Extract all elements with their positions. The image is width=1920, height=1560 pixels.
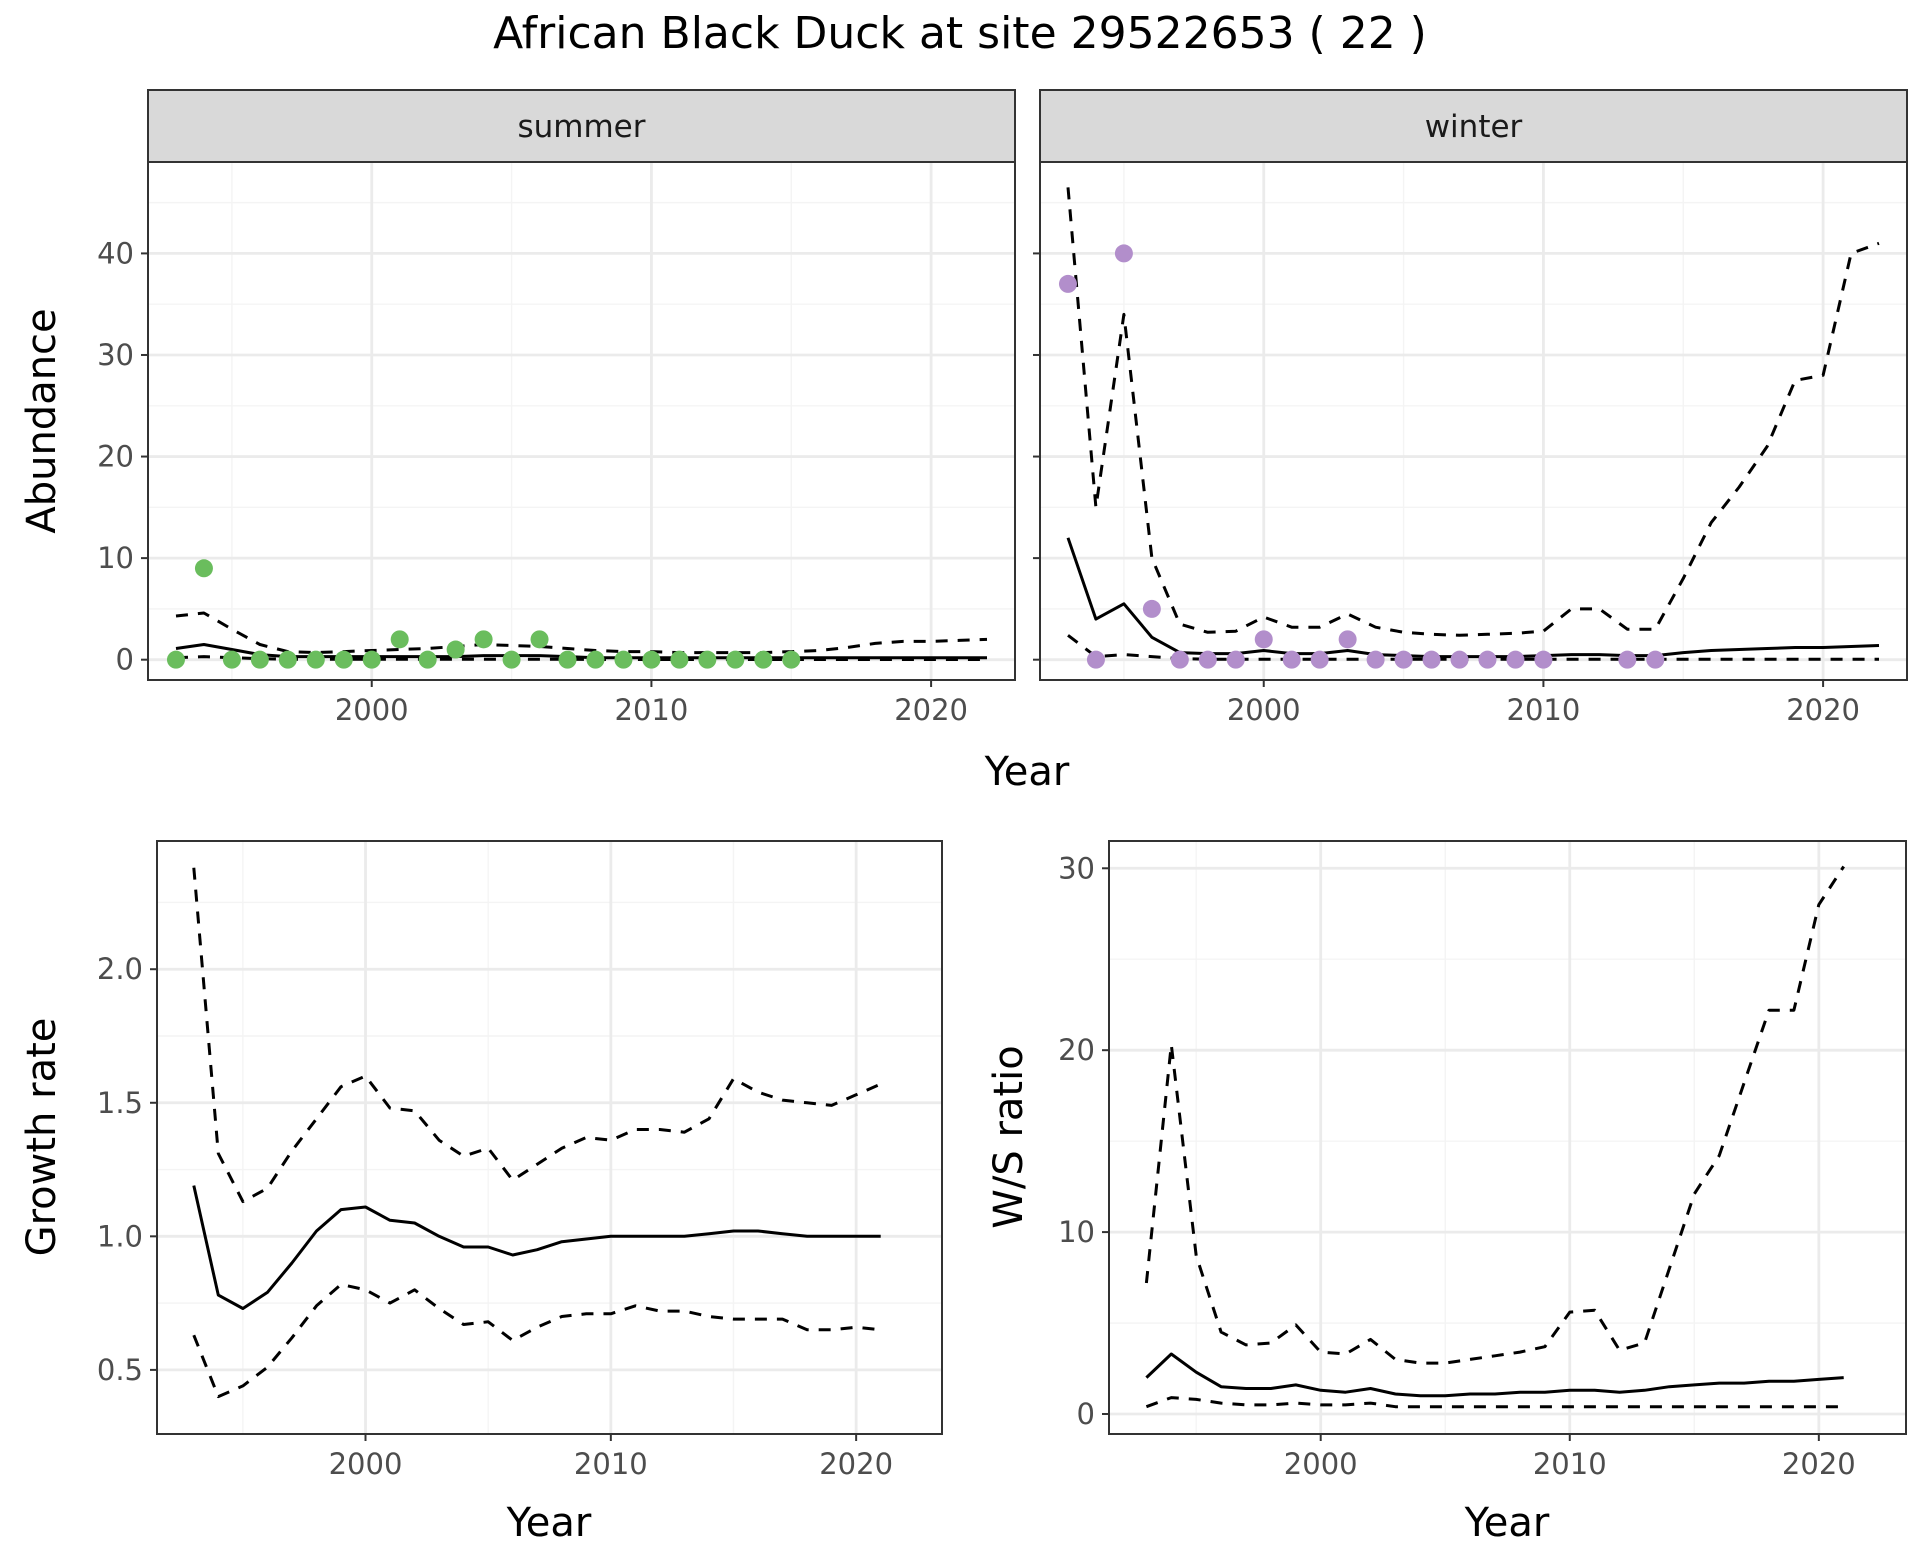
data-point — [1282, 650, 1301, 669]
data-point — [306, 650, 325, 669]
facet-strip-label: summer — [517, 109, 645, 145]
x-tick-label: 2000 — [329, 1447, 403, 1481]
data-point — [1254, 630, 1273, 649]
data-point — [1422, 650, 1441, 669]
data-point — [642, 650, 661, 669]
x-tick-label: 2000 — [1284, 1447, 1358, 1481]
facet-strip — [1039, 89, 1908, 163]
data-point — [1450, 650, 1469, 669]
data-point — [726, 650, 745, 669]
data-point — [1170, 650, 1189, 669]
data-point — [558, 650, 577, 669]
x-axis-title: Year — [506, 1500, 592, 1546]
x-tick-label: 2010 — [615, 693, 689, 727]
data-point — [1394, 650, 1413, 669]
data-point — [754, 650, 773, 669]
data-point — [474, 630, 493, 649]
x-axis-title: Year — [1464, 1500, 1550, 1546]
series-line-estimate — [192, 1185, 881, 1310]
series-line-ci-2 — [1145, 1396, 1844, 1409]
x-tick-label: 2000 — [335, 693, 409, 727]
y-tick-label: 1.0 — [97, 1219, 143, 1253]
data-point — [530, 630, 549, 649]
panel-border — [1108, 840, 1907, 1435]
x-tick-label: 2010 — [574, 1447, 648, 1481]
y-tick-label: 10 — [97, 541, 134, 575]
data-point — [1142, 599, 1161, 618]
data-point — [418, 650, 437, 669]
data-point — [1114, 244, 1133, 263]
series-line-ci-1 — [1144, 865, 1845, 1365]
x-tick-label: 2010 — [1533, 1447, 1607, 1481]
y-tick-label: 30 — [1058, 851, 1095, 885]
data-point — [1198, 650, 1217, 669]
data-point — [1646, 650, 1665, 669]
data-point — [194, 559, 213, 578]
data-point — [1058, 274, 1077, 293]
data-point — [502, 650, 521, 669]
y-tick-label: 40 — [97, 236, 134, 270]
facet-strip-label: winter — [1425, 109, 1523, 145]
data-point — [1534, 650, 1553, 669]
y-axis-title: Abundance — [19, 308, 65, 533]
data-point — [670, 650, 689, 669]
series-line-estimate — [175, 643, 987, 660]
data-point — [390, 630, 409, 649]
data-point — [222, 650, 241, 669]
data-point — [1310, 650, 1329, 669]
data-point — [334, 650, 353, 669]
y-tick-label: 30 — [97, 338, 134, 372]
data-point — [446, 640, 465, 659]
data-point — [586, 650, 605, 669]
data-point — [1366, 650, 1385, 669]
series-line-estimate — [1066, 537, 1880, 659]
x-tick-label: 2020 — [819, 1447, 893, 1481]
series-line-estimate — [1145, 1352, 1844, 1398]
panel-border — [147, 161, 1016, 681]
y-tick-label: 0.5 — [97, 1353, 143, 1387]
data-point — [362, 650, 381, 669]
data-point — [1478, 650, 1497, 669]
panel-border — [1039, 161, 1908, 681]
data-point — [614, 650, 633, 669]
panel-summer: summer 2000 2010 2020 0 10 20 30 40 Abundance — [19, 89, 1016, 727]
data-point — [1338, 630, 1357, 649]
panel-ratio: 2000 2010 2020 0 10 20 30 Year W/S ratio — [986, 840, 1907, 1546]
y-tick-label: 20 — [1058, 1033, 1095, 1067]
panel-border — [156, 840, 943, 1435]
y-tick-label: 10 — [1058, 1215, 1095, 1249]
series-line-ci-1 — [175, 611, 988, 655]
y-tick-label: 0 — [116, 643, 134, 677]
y-tick-label: 1.5 — [97, 1086, 143, 1120]
x-tick-label: 2020 — [1782, 1447, 1856, 1481]
facet-strip — [147, 89, 1016, 163]
data-point — [1086, 650, 1105, 669]
panel-growth: 2000 2010 2020 0.5 1.0 1.5 2.0 Year Growth rate — [19, 840, 943, 1546]
data-point — [278, 650, 297, 669]
panel-winter: winter 2000 2010 2020 Year — [984, 89, 1908, 795]
data-point — [782, 650, 801, 669]
series-line-ci-2 — [192, 1282, 881, 1399]
data-point — [1506, 650, 1525, 669]
y-tick-label: 2.0 — [97, 952, 143, 986]
y-tick-label: 20 — [97, 440, 134, 474]
data-point — [166, 650, 185, 669]
data-point — [1618, 650, 1637, 669]
series-line-ci-1 — [192, 867, 882, 1204]
figure-title: African Black Duck at site 29522653 ( 22… — [493, 8, 1427, 59]
data-point — [250, 650, 269, 669]
x-tick-label: 2000 — [1227, 693, 1301, 727]
y-axis-title: Growth rate — [19, 1018, 65, 1257]
data-point — [698, 650, 717, 669]
y-axis-title: W/S ratio — [986, 1045, 1032, 1228]
y-tick-label: 0 — [1077, 1397, 1095, 1431]
x-tick-label: 2020 — [1786, 693, 1860, 727]
x-tick-label: 2020 — [894, 693, 968, 727]
x-tick-label: 2010 — [1507, 693, 1581, 727]
x-axis-title: Year — [984, 749, 1070, 795]
data-point — [1226, 650, 1245, 669]
